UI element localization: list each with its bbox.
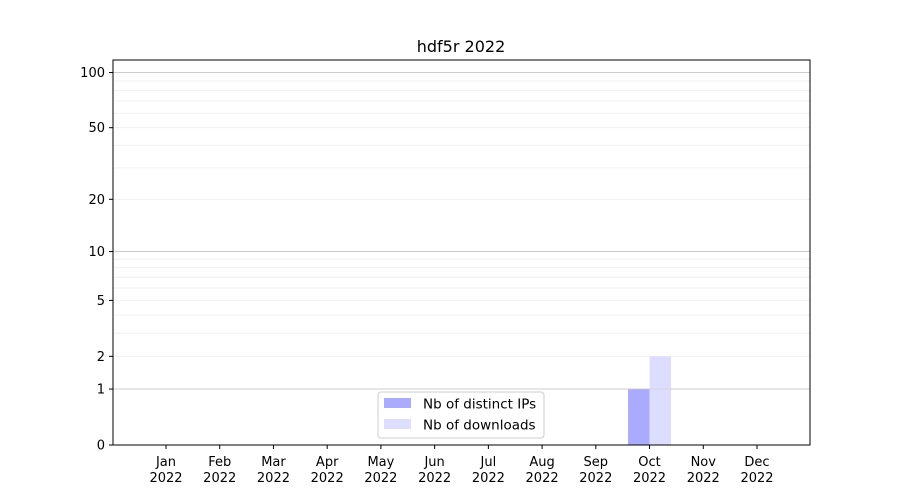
x-tick-label: Jul 2022: [472, 455, 505, 486]
y-tick-label: 1: [97, 383, 105, 398]
x-tick-label: Sep 2022: [579, 455, 612, 486]
x-tick-label: Aug 2022: [526, 455, 559, 486]
axes-frame: [112, 59, 811, 446]
x-tick-label: Feb 2022: [203, 455, 236, 486]
y-tick-label: 20: [88, 193, 105, 208]
y-tick-label: 2: [97, 350, 105, 365]
x-tick-label: Mar 2022: [257, 455, 290, 486]
bars: [113, 356, 810, 445]
legend-label-ips: Nb of distinct IPs: [423, 397, 536, 413]
x-tick-label: May 2022: [364, 455, 397, 486]
legend-swatch-downloads: [384, 419, 411, 429]
legend: Nb of distinct IPs Nb of downloads: [377, 391, 545, 439]
x-tick-label: Apr 2022: [311, 455, 344, 486]
legend-label-downloads: Nb of downloads: [423, 418, 536, 434]
x-axis: Jan 2022 Feb 2022 Mar 2022 Apr 2022 May 2022 Jun 20…: [149, 445, 774, 486]
x-tick-label: Dec 2022: [740, 455, 773, 486]
y-tick-label: 0: [97, 439, 105, 454]
y-axis: 0 1 2 5 10 20 50 100: [80, 66, 113, 454]
y-tick-label: 5: [97, 294, 105, 309]
y-tick-label: 50: [88, 121, 105, 136]
x-tick-label: Nov 2022: [687, 455, 720, 486]
bar-downloads: [649, 356, 672, 445]
x-tick-label: Jun 2022: [418, 455, 451, 486]
x-tick-label: Oct 2022: [633, 455, 666, 486]
y-tick-label: 100: [80, 66, 105, 81]
x-tick-label: Jan 2022: [149, 455, 182, 486]
legend-swatch-ips: [384, 398, 411, 408]
bar-ips: [628, 389, 650, 445]
chart-title: hdf5r 2022: [417, 37, 506, 56]
y-tick-label: 10: [88, 245, 105, 260]
